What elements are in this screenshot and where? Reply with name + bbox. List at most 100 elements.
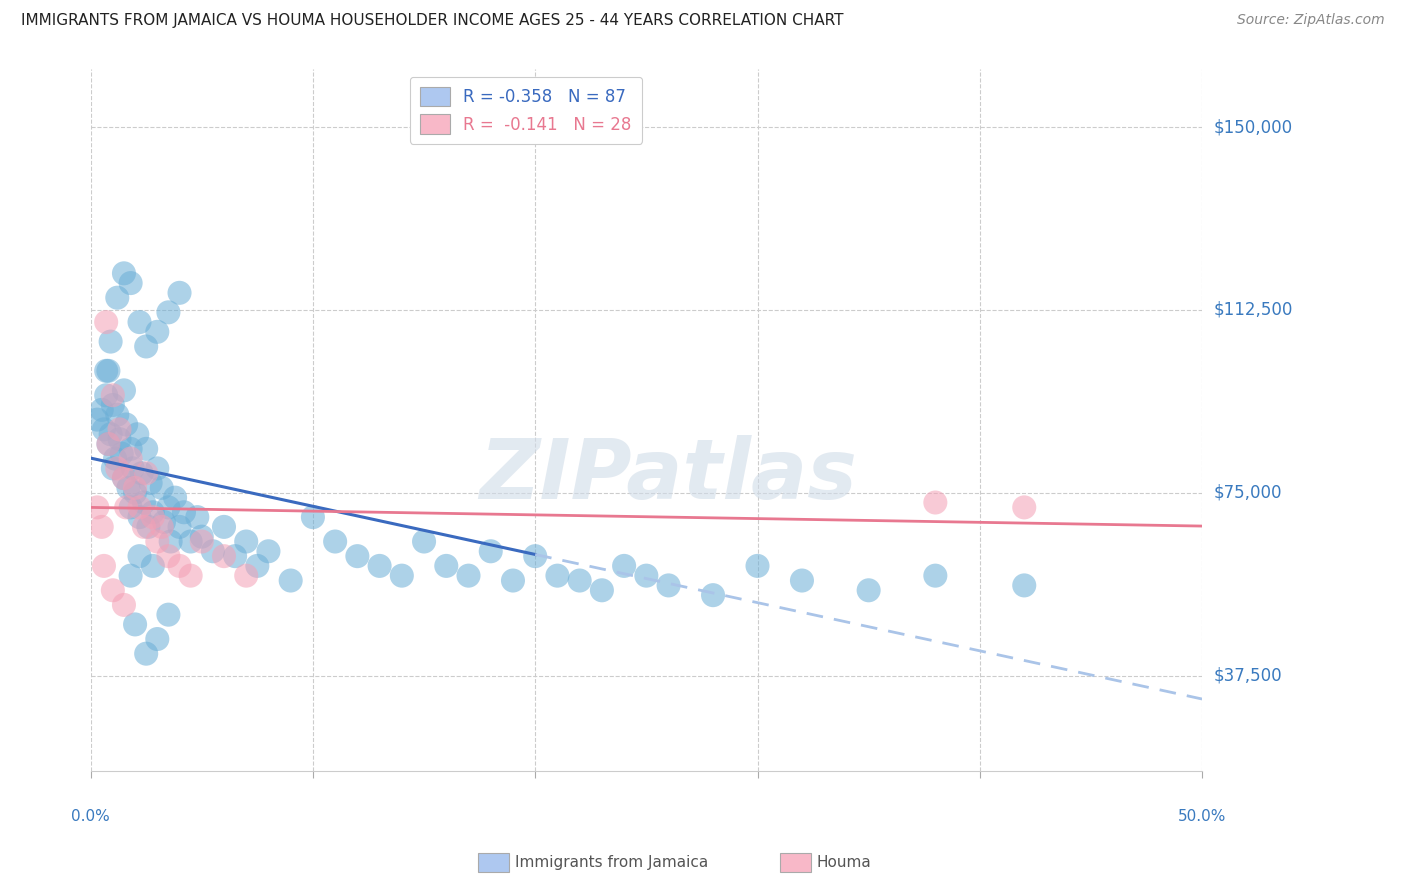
- Point: [135, 339, 157, 353]
- Point: [96, 315, 118, 329]
- Point: [101, 388, 124, 402]
- Text: $150,000: $150,000: [1213, 118, 1292, 136]
- Text: 50.0%: 50.0%: [1178, 809, 1226, 824]
- Text: $37,500: $37,500: [1213, 666, 1282, 685]
- Point: [112, 598, 135, 612]
- Point: [96, 364, 118, 378]
- Point: [120, 568, 142, 582]
- Point: [105, 461, 128, 475]
- Point: [124, 485, 146, 500]
- Point: [346, 549, 368, 563]
- Point: [97, 364, 120, 378]
- Point: [169, 285, 191, 300]
- Point: [201, 544, 224, 558]
- Point: [121, 461, 143, 475]
- Point: [180, 568, 202, 582]
- Point: [128, 510, 150, 524]
- Text: $112,500: $112,500: [1213, 301, 1292, 319]
- Point: [120, 500, 142, 515]
- Point: [235, 534, 257, 549]
- Point: [93, 422, 115, 436]
- Point: [413, 534, 436, 549]
- Point: [924, 495, 946, 509]
- Point: [434, 558, 457, 573]
- Point: [224, 549, 246, 563]
- Point: [105, 408, 128, 422]
- Point: [169, 558, 191, 573]
- Point: [112, 471, 135, 485]
- Point: [391, 568, 413, 582]
- Point: [124, 617, 146, 632]
- Point: [212, 520, 235, 534]
- Point: [186, 510, 208, 524]
- Point: [100, 427, 122, 442]
- Point: [108, 422, 131, 436]
- Text: IMMIGRANTS FROM JAMAICA VS HOUMA HOUSEHOLDER INCOME AGES 25 - 44 YEARS CORRELATI: IMMIGRANTS FROM JAMAICA VS HOUMA HOUSEHO…: [21, 13, 844, 29]
- Point: [173, 505, 195, 519]
- Point: [142, 510, 165, 524]
- Point: [100, 334, 122, 349]
- Point: [658, 578, 681, 592]
- Point: [246, 558, 269, 573]
- Point: [1012, 500, 1035, 515]
- Point: [104, 451, 127, 466]
- Point: [165, 491, 187, 505]
- Point: [139, 475, 162, 490]
- Point: [146, 632, 169, 646]
- Point: [169, 520, 191, 534]
- Point: [157, 305, 180, 319]
- Point: [101, 398, 124, 412]
- Point: [132, 495, 155, 509]
- Point: [702, 588, 724, 602]
- Text: Houma: Houma: [817, 855, 872, 870]
- Point: [120, 451, 142, 466]
- Point: [112, 384, 135, 398]
- Point: [191, 534, 214, 549]
- Point: [150, 481, 173, 495]
- Point: [135, 467, 157, 481]
- Point: [636, 568, 658, 582]
- Point: [120, 442, 142, 456]
- Point: [97, 437, 120, 451]
- Point: [180, 534, 202, 549]
- Point: [212, 549, 235, 563]
- Point: [479, 544, 502, 558]
- Text: 0.0%: 0.0%: [72, 809, 110, 824]
- Text: Source: ZipAtlas.com: Source: ZipAtlas.com: [1237, 13, 1385, 28]
- Point: [747, 558, 769, 573]
- Legend: R = -0.358   N = 87, R =  -0.141   N = 28: R = -0.358 N = 87, R = -0.141 N = 28: [411, 77, 643, 144]
- Point: [108, 432, 131, 446]
- Point: [146, 534, 169, 549]
- Point: [280, 574, 302, 588]
- Point: [120, 276, 142, 290]
- Point: [235, 568, 257, 582]
- Point: [591, 583, 613, 598]
- Point: [128, 500, 150, 515]
- Point: [142, 505, 165, 519]
- Point: [135, 647, 157, 661]
- Point: [568, 574, 591, 588]
- Point: [93, 558, 115, 573]
- Point: [90, 520, 112, 534]
- Point: [153, 515, 176, 529]
- Point: [157, 549, 180, 563]
- Point: [131, 467, 153, 481]
- Point: [115, 417, 138, 432]
- Text: Immigrants from Jamaica: Immigrants from Jamaica: [515, 855, 707, 870]
- Point: [101, 461, 124, 475]
- Point: [457, 568, 479, 582]
- Point: [524, 549, 547, 563]
- Point: [790, 574, 813, 588]
- Point: [1012, 578, 1035, 592]
- Point: [159, 534, 181, 549]
- Point: [117, 481, 139, 495]
- Point: [323, 534, 346, 549]
- Point: [858, 583, 880, 598]
- Point: [101, 583, 124, 598]
- Point: [86, 500, 108, 515]
- Point: [157, 500, 180, 515]
- Text: ZIPatlas: ZIPatlas: [479, 435, 858, 516]
- Point: [157, 607, 180, 622]
- Point: [368, 558, 391, 573]
- Text: $75,000: $75,000: [1213, 483, 1282, 502]
